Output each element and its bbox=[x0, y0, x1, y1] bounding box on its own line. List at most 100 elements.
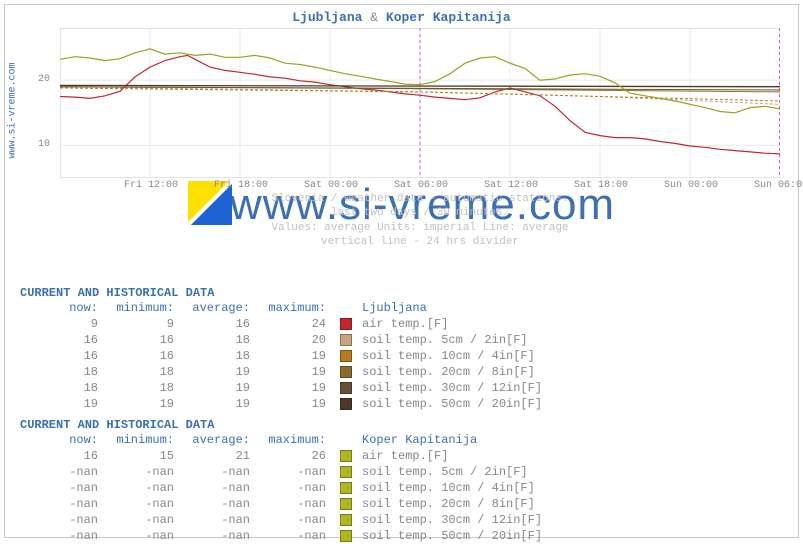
cell-value: 9 bbox=[104, 316, 180, 332]
caption-line: last two days / 30 minutes. bbox=[60, 206, 780, 220]
cell-value: 21 bbox=[180, 448, 256, 464]
color-swatch-icon bbox=[340, 450, 352, 462]
cell-value: 19 bbox=[180, 396, 256, 412]
cell-value: 16 bbox=[28, 332, 104, 348]
table-row: -nan-nan-nan-nansoil temp. 30cm / 12in[F… bbox=[28, 512, 548, 528]
color-swatch-icon bbox=[340, 530, 352, 542]
cell-value: 24 bbox=[256, 316, 332, 332]
table-row: 16161819soil temp. 10cm / 4in[F] bbox=[28, 348, 548, 364]
source-y-label-text: www.si-vreme.com bbox=[8, 62, 19, 158]
cell-value: -nan bbox=[256, 512, 332, 528]
cell-value: -nan bbox=[180, 480, 256, 496]
cell-value: -nan bbox=[256, 480, 332, 496]
table-row: 18181919soil temp. 30cm / 12in[F] bbox=[28, 380, 548, 396]
swatch-cell bbox=[332, 364, 356, 380]
cell-value: 9 bbox=[28, 316, 104, 332]
swatch-cell bbox=[332, 464, 356, 480]
color-swatch-icon bbox=[340, 514, 352, 526]
cell-value: 19 bbox=[180, 380, 256, 396]
swatch-cell bbox=[332, 380, 356, 396]
cell-value: 19 bbox=[28, 396, 104, 412]
row-label: air temp.[F] bbox=[356, 448, 548, 464]
cell-value: 18 bbox=[180, 332, 256, 348]
color-swatch-icon bbox=[340, 366, 352, 378]
cell-value: -nan bbox=[28, 480, 104, 496]
cell-value: 19 bbox=[180, 364, 256, 380]
cell-value: 15 bbox=[104, 448, 180, 464]
color-swatch-icon bbox=[340, 318, 352, 330]
cell-value: -nan bbox=[256, 496, 332, 512]
table-row: -nan-nan-nan-nansoil temp. 20cm / 8in[F] bbox=[28, 496, 548, 512]
color-swatch-icon bbox=[340, 498, 352, 510]
table-row: 16152126air temp.[F] bbox=[28, 448, 548, 464]
col-header: average: bbox=[180, 300, 256, 316]
row-label: soil temp. 10cm / 4in[F] bbox=[356, 480, 548, 496]
row-label: soil temp. 50cm / 20in[F] bbox=[356, 396, 548, 412]
cell-value: 19 bbox=[256, 396, 332, 412]
x-tick-label: Sun 00:00 bbox=[664, 180, 718, 191]
col-header: now: bbox=[28, 300, 104, 316]
cell-value: 16 bbox=[180, 316, 256, 332]
col-header: minimum: bbox=[104, 300, 180, 316]
cell-value: 16 bbox=[104, 348, 180, 364]
location-header: Koper Kapitanija bbox=[356, 432, 548, 448]
swatch-cell bbox=[332, 316, 356, 332]
caption-line: Values: average Units: imperial Line: av… bbox=[60, 221, 780, 235]
color-swatch-icon bbox=[340, 398, 352, 410]
swatch-cell bbox=[332, 396, 356, 412]
color-swatch-icon bbox=[340, 350, 352, 362]
cell-value: -nan bbox=[180, 496, 256, 512]
cell-value: -nan bbox=[104, 512, 180, 528]
cell-value: 18 bbox=[28, 380, 104, 396]
row-label: soil temp. 20cm / 8in[F] bbox=[356, 364, 548, 380]
col-header: average: bbox=[180, 432, 256, 448]
swatch-cell bbox=[332, 512, 356, 528]
cell-value: 18 bbox=[180, 348, 256, 364]
col-header: now: bbox=[28, 432, 104, 448]
x-tick-label: Sat 18:00 bbox=[574, 180, 628, 191]
cell-value: 19 bbox=[104, 396, 180, 412]
chart-title-amp: & bbox=[370, 10, 378, 25]
swatch-cell bbox=[332, 496, 356, 512]
col-header: maximum: bbox=[256, 300, 332, 316]
cell-value: 19 bbox=[256, 380, 332, 396]
color-swatch-icon bbox=[340, 466, 352, 478]
cell-value: -nan bbox=[28, 464, 104, 480]
table-row: 991624air temp.[F] bbox=[28, 316, 548, 332]
cell-value: 19 bbox=[256, 348, 332, 364]
swatch-cell bbox=[332, 480, 356, 496]
cell-value: 16 bbox=[28, 448, 104, 464]
data-table: now:minimum:average:maximum:Ljubljana991… bbox=[28, 300, 548, 412]
row-label: soil temp. 30cm / 12in[F] bbox=[356, 512, 548, 528]
table-row: 19191919soil temp. 50cm / 20in[F] bbox=[28, 396, 548, 412]
y-tick-label: 20 bbox=[38, 74, 50, 85]
cell-value: -nan bbox=[104, 464, 180, 480]
x-tick-label: Sun 06:00 bbox=[754, 180, 803, 191]
x-tick-label: Fri 12:00 bbox=[124, 180, 178, 191]
cell-value: -nan bbox=[180, 464, 256, 480]
color-swatch-icon bbox=[340, 382, 352, 394]
x-tick-label: Sat 06:00 bbox=[394, 180, 448, 191]
x-tick-label: Sat 12:00 bbox=[484, 180, 538, 191]
x-tick-label: Fri 18:00 bbox=[214, 180, 268, 191]
caption-line: vertical line - 24 hrs divider bbox=[60, 235, 780, 249]
y-tick-label: 10 bbox=[38, 139, 50, 150]
cell-value: -nan bbox=[180, 512, 256, 528]
chart-title-a: Ljubljana bbox=[292, 10, 362, 25]
color-swatch-icon bbox=[340, 334, 352, 346]
cell-value: 19 bbox=[256, 364, 332, 380]
chart-plot bbox=[60, 28, 780, 178]
series-lj_soil_50 bbox=[60, 85, 780, 86]
cell-value: 18 bbox=[28, 364, 104, 380]
table-title: CURRENT AND HISTORICAL DATA bbox=[20, 418, 793, 432]
cell-value: -nan bbox=[28, 496, 104, 512]
caption-line: Slovenia / weather data - automatic stat… bbox=[60, 192, 780, 206]
swatch-cell bbox=[332, 332, 356, 348]
cell-value: 16 bbox=[104, 332, 180, 348]
table-title: CURRENT AND HISTORICAL DATA bbox=[20, 286, 793, 300]
swatch-cell bbox=[332, 448, 356, 464]
table-row: 16161820soil temp. 5cm / 2in[F] bbox=[28, 332, 548, 348]
color-swatch-icon bbox=[340, 482, 352, 494]
table-row: -nan-nan-nan-nansoil temp. 10cm / 4in[F] bbox=[28, 480, 548, 496]
table-row: -nan-nan-nan-nansoil temp. 5cm / 2in[F] bbox=[28, 464, 548, 480]
